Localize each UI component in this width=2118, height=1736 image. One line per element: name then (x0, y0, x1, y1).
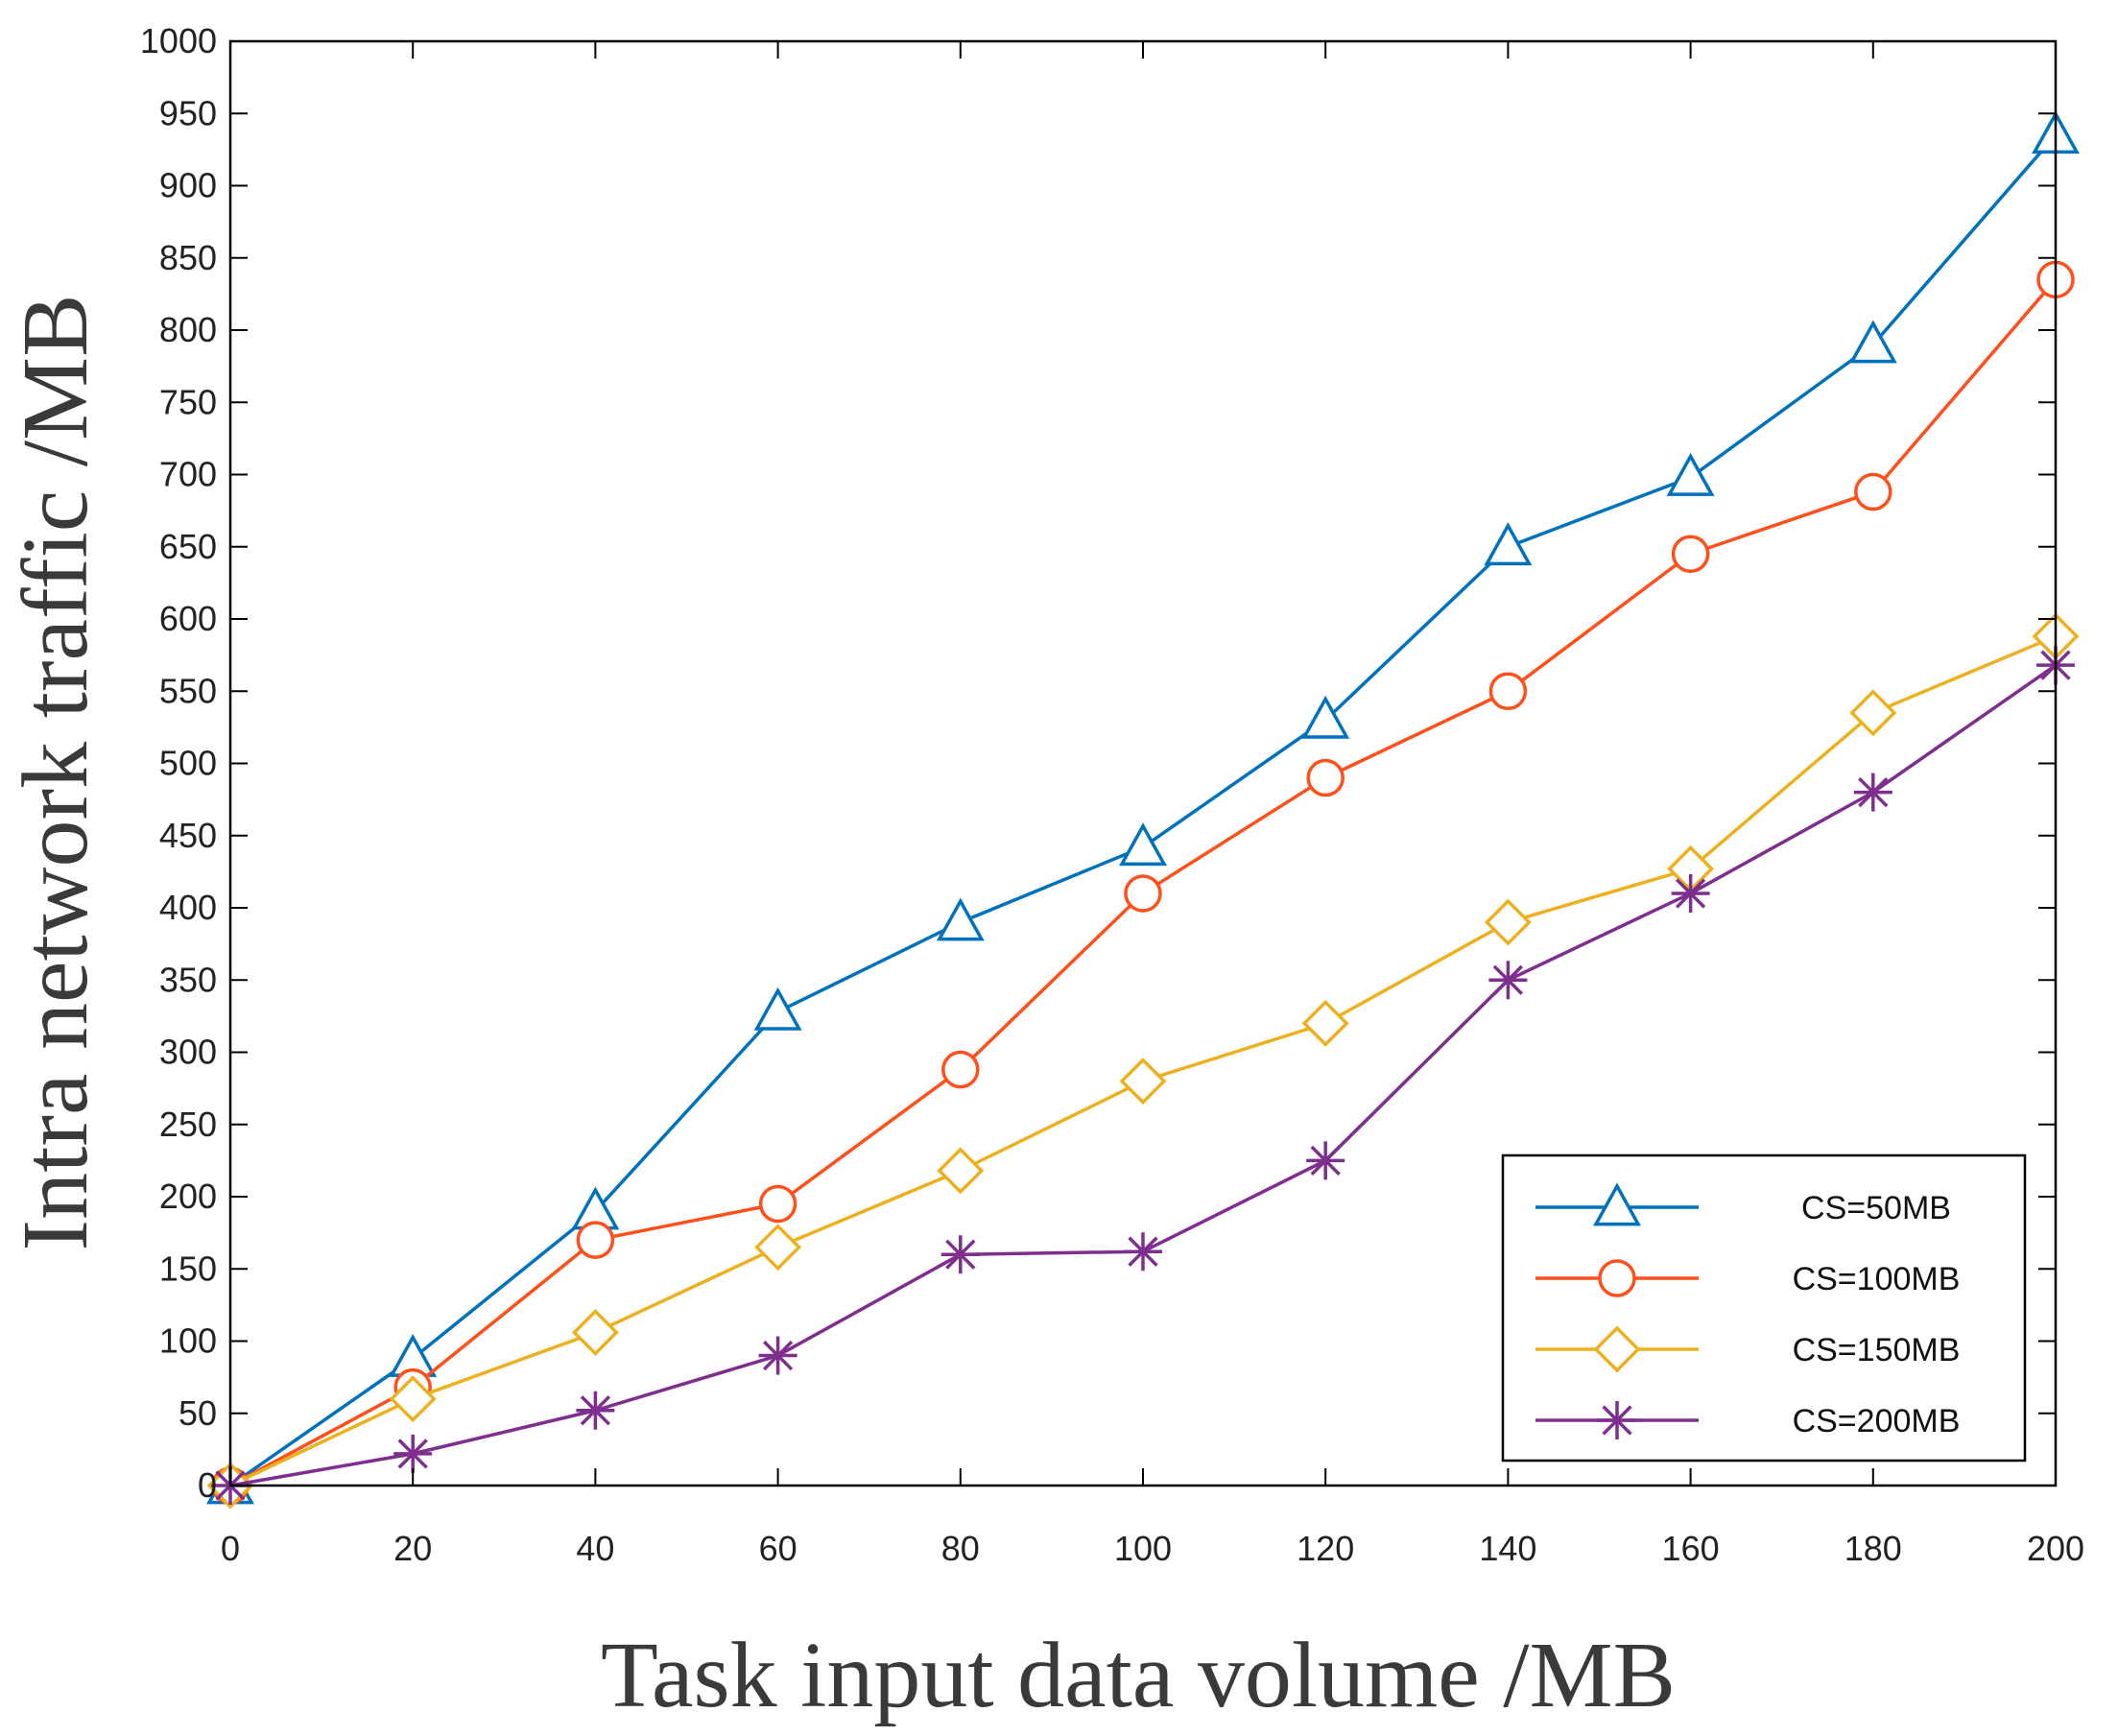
y-tick-label: 750 (159, 382, 217, 421)
x-tick-label: 60 (759, 1529, 797, 1568)
data-point-cs-50mb (1119, 822, 1167, 867)
x-tick-label: 180 (1844, 1529, 1902, 1568)
data-point-cs-100mb (941, 1050, 980, 1089)
data-point-cs-150mb (1849, 689, 1897, 737)
x-tick-label: 40 (576, 1529, 614, 1568)
data-point-cs-150mb (1301, 999, 1349, 1047)
data-point-cs-50mb (753, 987, 802, 1031)
y-tick-label: 600 (159, 599, 217, 638)
legend-marker-cs-200mb (1598, 1401, 1636, 1439)
y-tick-label: 700 (159, 455, 217, 494)
data-point-cs-100mb (576, 1221, 615, 1259)
data-point-cs-100mb (1854, 472, 1892, 511)
data-point-cs-150mb (1484, 898, 1532, 946)
data-point-cs-200mb (1853, 773, 1892, 812)
data-point-cs-150mb (1119, 1058, 1167, 1106)
data-point-cs-200mb (1488, 961, 1528, 1000)
x-tick-label: 120 (1297, 1529, 1354, 1568)
data-point-cs-200mb (393, 1434, 433, 1473)
data-point-cs-150mb (754, 1224, 802, 1272)
x-tick-label: 80 (941, 1529, 980, 1568)
y-tick-label: 50 (178, 1393, 217, 1433)
x-tick-label: 100 (1114, 1529, 1172, 1568)
legend-marker-cs-150mb (1593, 1325, 1641, 1373)
data-point-cs-100mb (1306, 758, 1345, 797)
y-tick-label: 950 (159, 93, 217, 132)
data-point-cs-100mb (1488, 672, 1528, 710)
x-tick-label: 0 (221, 1529, 240, 1568)
y-tick-label: 300 (159, 1033, 217, 1072)
y-tick-label: 500 (159, 744, 217, 783)
data-point-cs-150mb (937, 1147, 985, 1195)
y-axis-title: Intra network traffic /MB (4, 295, 107, 1251)
x-tick-label: 140 (1479, 1529, 1536, 1568)
data-point-cs-200mb (1124, 1232, 1162, 1272)
legend-marker-cs-100mb (1598, 1259, 1636, 1297)
y-tick-label: 450 (159, 816, 217, 855)
x-tick-label: 160 (1662, 1529, 1720, 1568)
y-tick-label: 250 (159, 1105, 217, 1144)
data-point-cs-200mb (758, 1336, 797, 1375)
legend-label-cs-200mb: CS=200MB (1793, 1403, 1961, 1439)
data-point-cs-100mb (1671, 535, 1710, 574)
y-tick-label: 850 (159, 238, 217, 277)
y-tick-label: 550 (159, 671, 217, 710)
data-point-cs-50mb (1848, 320, 1897, 364)
data-point-cs-200mb (1671, 873, 1710, 913)
y-tick-label: 400 (159, 888, 217, 927)
data-point-cs-50mb (936, 897, 985, 941)
y-tick-label: 800 (159, 310, 217, 349)
data-point-cs-200mb (940, 1235, 980, 1274)
data-point-cs-100mb (1124, 874, 1162, 913)
y-tick-label: 650 (159, 527, 217, 566)
legend-label-cs-50mb: CS=50MB (1801, 1190, 1951, 1226)
y-tick-label: 0 (198, 1465, 217, 1505)
data-point-cs-50mb (1484, 522, 1533, 566)
x-tick-label: 200 (2027, 1529, 2084, 1568)
x-tick-label: 20 (393, 1529, 432, 1568)
y-tick-label: 350 (159, 960, 217, 999)
legend-label-cs-150mb: CS=150MB (1793, 1332, 1961, 1368)
data-point-cs-150mb (571, 1308, 619, 1356)
data-point-cs-150mb (389, 1375, 437, 1423)
y-tick-label: 100 (159, 1321, 217, 1361)
data-point-cs-200mb (576, 1391, 615, 1430)
legend-label-cs-100mb: CS=100MB (1793, 1261, 1961, 1297)
legend-marker-cs-50mb (1593, 1182, 1641, 1226)
data-point-cs-200mb (1306, 1141, 1345, 1180)
x-axis-title: Task input data volume /MB (601, 1624, 1676, 1727)
data-point-cs-50mb (1666, 452, 1715, 496)
y-tick-label: 900 (159, 166, 217, 205)
y-tick-label: 200 (159, 1177, 217, 1216)
y-tick-label: 150 (159, 1248, 217, 1288)
y-tick-label: 1000 (140, 21, 217, 60)
data-point-cs-100mb (758, 1184, 797, 1224)
data-point-cs-50mb (1301, 695, 1350, 739)
